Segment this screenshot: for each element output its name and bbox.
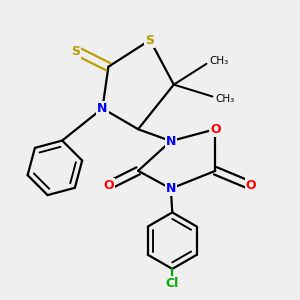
Text: CH₃: CH₃ <box>209 56 229 66</box>
Text: O: O <box>210 123 221 136</box>
Text: O: O <box>103 179 114 192</box>
Text: CH₃: CH₃ <box>215 94 235 104</box>
Text: O: O <box>246 179 256 192</box>
Text: N: N <box>97 102 108 115</box>
Text: Cl: Cl <box>166 277 179 290</box>
Text: S: S <box>146 34 154 46</box>
Text: N: N <box>166 135 176 148</box>
Text: S: S <box>71 45 80 58</box>
Text: N: N <box>166 182 176 195</box>
